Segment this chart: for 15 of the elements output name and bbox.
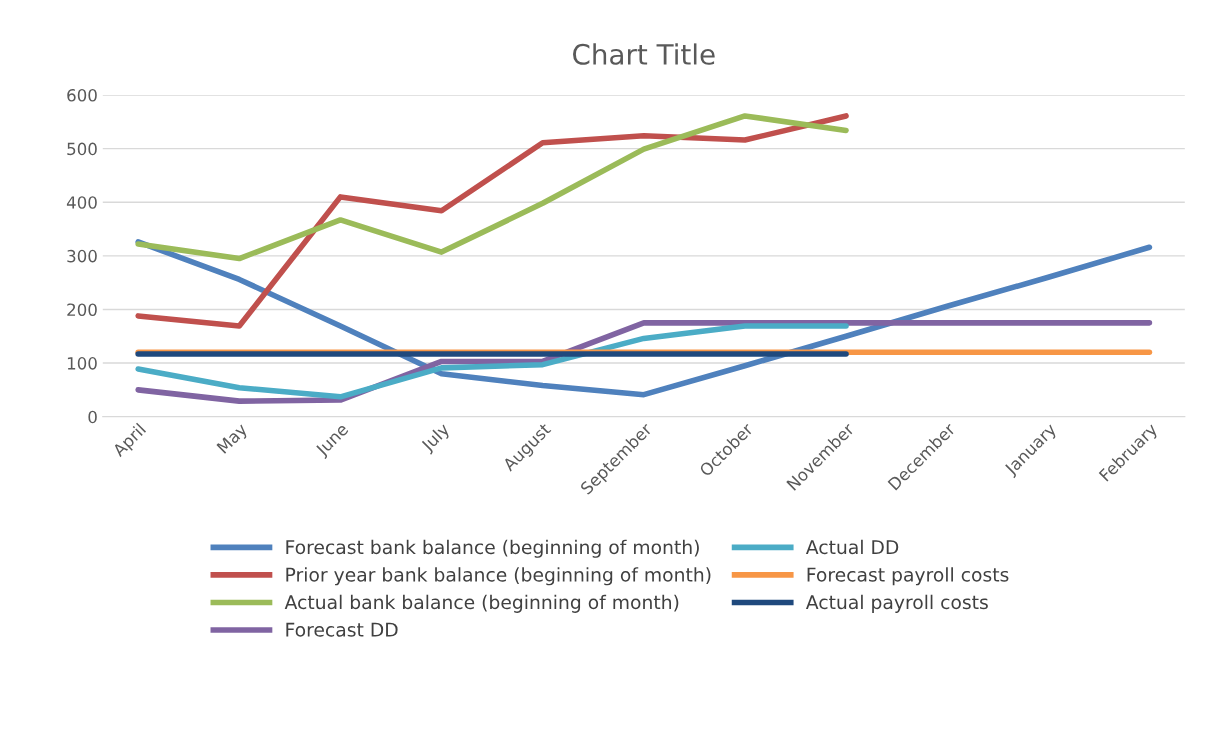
legend-label: Forecast bank balance (beginning of month)	[286, 539, 699, 558]
y-tick-label: 300	[67, 249, 97, 263]
legend-label: Forecast payroll costs	[807, 567, 1009, 586]
y-tick-label: 200	[67, 303, 97, 317]
y-tick-label: 600	[67, 88, 97, 102]
legend-label: Actual payroll costs	[805, 594, 988, 613]
y-tick-label: 0	[88, 410, 97, 424]
y-tick-label: 500	[67, 142, 97, 156]
legend-label: Actual DD	[805, 539, 899, 555]
y-tick-label: 100	[67, 357, 97, 370]
legend-label: Prior year bank balance (beginning of month)	[286, 567, 711, 586]
legend-label: Forecast DD	[286, 622, 398, 637]
chart-title: Chart Title	[573, 43, 715, 65]
legend-label: Actual bank balance (beginning of month)	[284, 594, 679, 613]
y-tick-label: 400	[66, 196, 97, 209]
